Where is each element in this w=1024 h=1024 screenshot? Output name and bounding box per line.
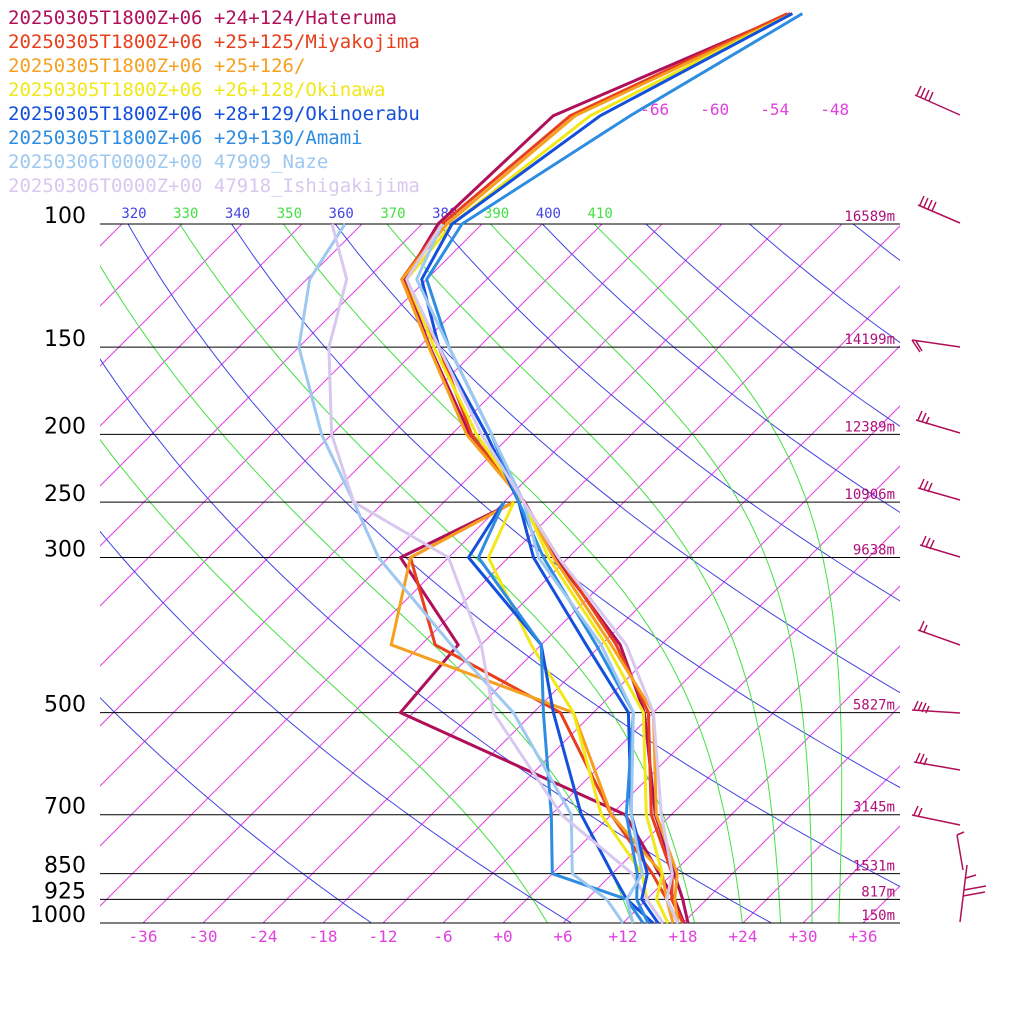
legend-label: 20250305T1800Z+06 +24+124/Hateruma: [8, 7, 397, 29]
x-tick-label: +0: [493, 927, 512, 946]
x-tick-label: +30: [789, 927, 818, 946]
moist-adiabat: [283, 224, 743, 923]
y-tick-label: 700: [44, 795, 86, 820]
height-label: 14199m: [844, 332, 895, 348]
theta-label: 320: [121, 206, 146, 222]
x-tick-label: -30: [189, 927, 218, 946]
x-tick-label: -24: [249, 927, 278, 946]
dry-adiabat: [100, 696, 372, 923]
theta-label: 370: [380, 206, 405, 222]
x-tick-label: -36: [129, 927, 158, 946]
height-label: 817m: [861, 884, 895, 900]
legend-label: 20250305T1800Z+06 +25+126/: [8, 55, 305, 77]
x-tick-label: -6: [433, 927, 452, 946]
y-tick-label: 150: [44, 327, 86, 352]
height-label: 5827m: [853, 698, 895, 714]
dry-adiabat: [541, 224, 900, 514]
legend-label: 20250306T0000Z+00 47909_Naze: [8, 151, 328, 173]
upper-tick-label: -54: [760, 100, 789, 119]
upper-tick-label: -48: [820, 100, 849, 119]
dry-adiabat: [645, 224, 900, 427]
theta-label: 360: [329, 206, 354, 222]
isotherm: [562, 585, 900, 923]
x-tick-label: +36: [849, 927, 878, 946]
theta-label: 390: [484, 206, 509, 222]
temperature-line: [425, 12, 804, 924]
temperature-line: [415, 223, 644, 924]
x-tick-label: -12: [369, 927, 398, 946]
dry-adiabat: [438, 224, 900, 602]
soundings: [297, 12, 804, 925]
temperature-line: [400, 12, 794, 924]
isotherm: [442, 465, 900, 923]
y-tick-label: 200: [44, 414, 86, 439]
x-tick-label: +6: [553, 927, 572, 946]
y-tick-label: 300: [44, 538, 86, 563]
dewpoint-line: [467, 501, 655, 925]
dewpoint-line: [477, 501, 645, 924]
dewpoint-line: [389, 500, 675, 924]
height-label: 1531m: [853, 859, 895, 875]
temperature-line: [405, 12, 794, 924]
y-tick-label: 1000: [30, 903, 86, 928]
y-tick-label: 850: [44, 854, 86, 879]
y-tick-label: 100: [44, 204, 86, 229]
isotherm: [622, 645, 900, 923]
dewpoint-line: [327, 223, 665, 924]
legend-label: 20250305T1800Z+06 +29+130/Amami: [8, 127, 363, 149]
isotherm: [262, 285, 900, 923]
y-tick-label: 500: [44, 693, 86, 718]
x-tick-label: +18: [669, 927, 698, 946]
dry-adiabat: [852, 224, 900, 262]
isotherm: [862, 885, 900, 923]
x-tick-label: +12: [609, 927, 638, 946]
isotherm: [502, 525, 900, 923]
isotherm: [682, 705, 900, 923]
height-label: 3145m: [853, 800, 895, 816]
y-tick-label: 250: [44, 482, 86, 507]
isotherm: [322, 345, 900, 923]
upper-tick-label: -60: [700, 100, 729, 119]
theta-label: 340: [225, 206, 250, 222]
y-tick-label: 925: [44, 879, 86, 904]
theta-label: 400: [536, 206, 561, 222]
x-tick-label: -18: [309, 927, 338, 946]
height-label: 12389m: [844, 419, 895, 435]
isotherm: [802, 825, 900, 923]
dewpoint-line: [297, 223, 625, 924]
theta-label: 350: [277, 206, 302, 222]
temperature-line: [420, 12, 794, 924]
dry-adiabat: [100, 530, 572, 923]
legend-label: 20250305T1800Z+06 +26+128/Okinawa: [8, 79, 386, 101]
legend: 20250305T1800Z+06 +24+124/Hateruma202503…: [8, 7, 420, 197]
temperature-line: [405, 223, 680, 924]
isotherm: [382, 405, 900, 923]
theta-label: 410: [588, 206, 613, 222]
x-tick-label: +24: [729, 927, 758, 946]
height-label: 9638m: [853, 543, 895, 559]
height-label: 16589m: [844, 209, 895, 225]
height-label: 150m: [861, 908, 895, 924]
legend-label: 20250305T1800Z+06 +25+125/Miyakojima: [8, 31, 420, 53]
legend-label: 20250305T1800Z+06 +28+129/Okinoerabu: [8, 103, 420, 125]
wind-barbs: [911, 85, 987, 923]
legend-label: 20250306T0000Z+00 47918_Ishigakijima: [8, 175, 420, 197]
height-label: 10906m: [844, 487, 895, 503]
theta-label: 330: [173, 206, 198, 222]
